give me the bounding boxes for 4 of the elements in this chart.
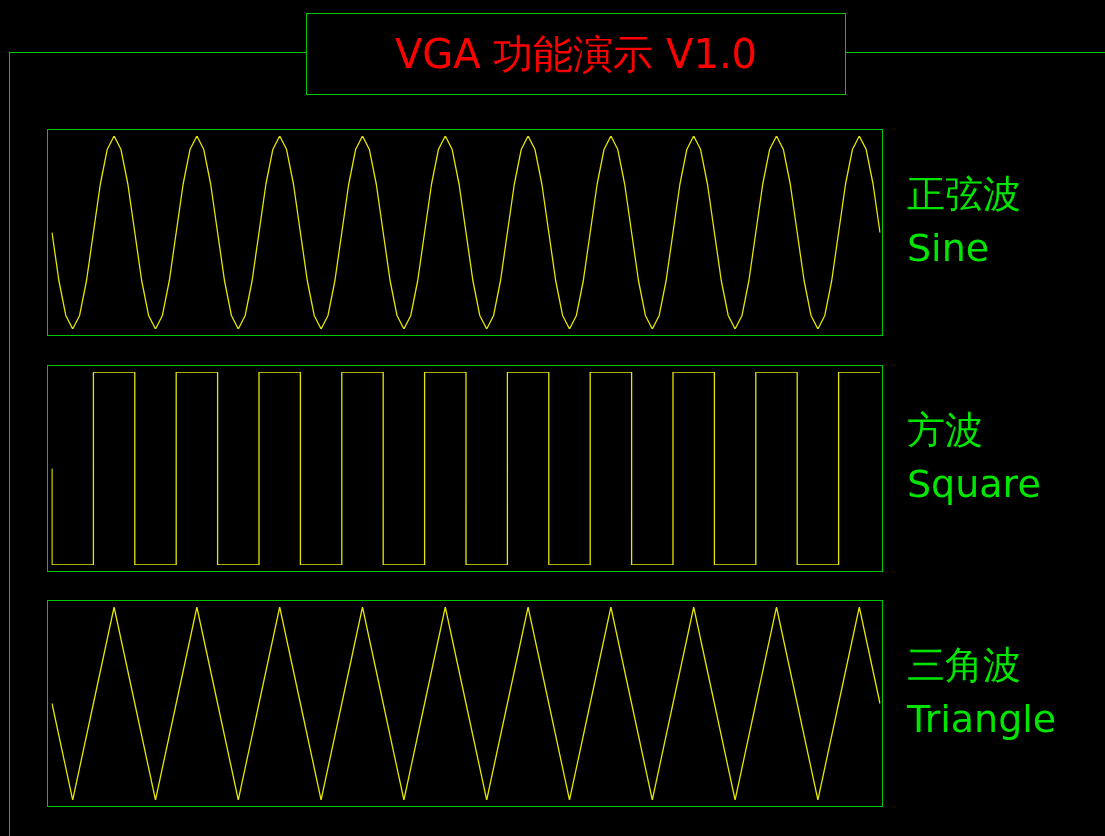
chart-title: VGA 功能演示 V1.0 <box>306 13 846 95</box>
series-label: 正弦波 Sine <box>907 171 1021 272</box>
series-label: 三角波 Triangle <box>907 642 1057 743</box>
series-label: 方波 Square <box>907 407 1041 508</box>
